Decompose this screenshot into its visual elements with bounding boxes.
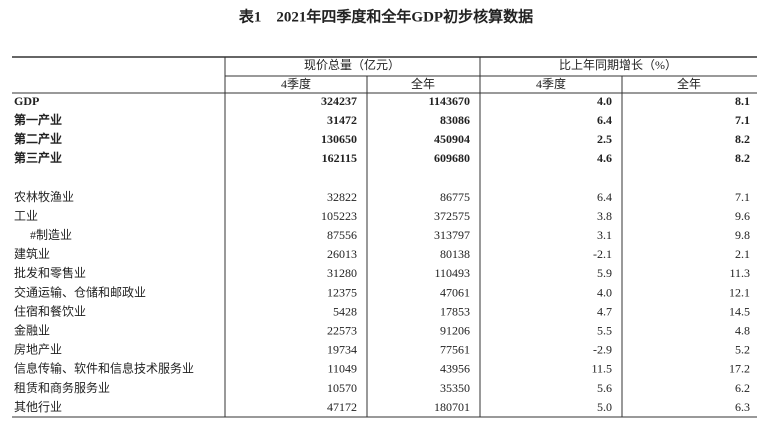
row-label: 第三产业 (14, 150, 62, 165)
cell: -2.1 (593, 247, 612, 261)
cell: 7.1 (735, 190, 750, 204)
group-header: 现价总量（亿元） (304, 57, 400, 72)
cell: 6.2 (735, 381, 750, 395)
cell: 5.0 (597, 400, 612, 414)
row-label: 工业 (14, 209, 38, 223)
cell: 10570 (327, 381, 357, 395)
cell: 43956 (440, 362, 470, 376)
cell: 5.9 (597, 266, 612, 280)
cell: -2.9 (593, 343, 612, 357)
cell: 1143670 (429, 94, 470, 108)
cell: 12.1 (729, 285, 750, 299)
row-label: 批发和零售业 (14, 265, 86, 280)
cell: 110493 (434, 266, 470, 280)
cell: 180701 (434, 400, 470, 414)
row-label: 建筑业 (14, 246, 50, 261)
cell: 372575 (434, 209, 470, 223)
cell: 31472 (327, 113, 357, 127)
cell: 5428 (333, 304, 357, 318)
cell: 86775 (440, 190, 470, 204)
cell: 11049 (327, 362, 357, 376)
cell: 19734 (327, 343, 357, 357)
row-label: 金融业 (14, 322, 50, 337)
cell: 105223 (321, 209, 357, 223)
cell: 17853 (440, 304, 470, 318)
column-header: 4季度 (536, 76, 566, 91)
title: 表1 2021年四季度和全年GDP初步核算数据 (239, 7, 533, 25)
cell: 6.4 (597, 190, 612, 204)
cell: 162115 (322, 151, 357, 165)
cell: 17.2 (729, 362, 750, 376)
cell: 8.2 (735, 151, 750, 165)
row-label: 房地产业 (14, 342, 62, 357)
row-label: 第二产业 (14, 131, 62, 146)
cell: 450904 (434, 132, 470, 146)
cell: 9.6 (735, 209, 750, 223)
cell: 80138 (440, 247, 470, 261)
cell: 87556 (327, 228, 357, 242)
cell: 130650 (321, 132, 357, 146)
row-label: 信息传输、软件和信息技术服务业 (14, 361, 194, 376)
cell: 77561 (440, 343, 470, 357)
cell: 4.0 (597, 285, 612, 299)
cell: 7.1 (735, 113, 750, 127)
row-label: 其他行业 (14, 400, 62, 414)
column-header: 全年 (677, 76, 701, 91)
cell: 11.5 (591, 362, 612, 376)
cell: 2.5 (597, 132, 612, 146)
cell: 4.8 (735, 323, 750, 337)
cell: 5.5 (597, 323, 612, 337)
row-label: 交通运输、仓储和邮政业 (14, 284, 146, 299)
row-label: 租赁和商务服务业 (14, 380, 110, 395)
row-label: GDP (14, 94, 39, 108)
cell: 31280 (327, 266, 357, 280)
cell: 9.8 (735, 228, 750, 242)
cell: 47061 (440, 285, 470, 299)
cell: 26013 (327, 247, 357, 261)
cell: 313797 (434, 228, 470, 242)
cell: 12375 (327, 285, 357, 299)
cell: 35350 (440, 381, 470, 395)
row-label: #制造业 (30, 228, 72, 242)
row-label: 农林牧渔业 (14, 190, 74, 204)
cell: 324237 (321, 94, 357, 108)
cell: 6.4 (597, 113, 612, 127)
cell: 91206 (440, 323, 470, 337)
cell: 47172 (327, 400, 357, 414)
cell: 3.8 (597, 209, 612, 223)
cell: 4.7 (597, 304, 612, 318)
cell: 3.1 (597, 228, 612, 242)
cell: 8.2 (735, 132, 750, 146)
cell: 4.6 (597, 151, 612, 165)
row-label: 住宿和餐饮业 (14, 303, 86, 318)
row-label: 第一产业 (14, 112, 62, 127)
cell: 5.2 (735, 343, 750, 357)
group-header: 比上年同期增长（%） (559, 58, 677, 72)
cell: 609680 (434, 151, 470, 165)
cell: 5.6 (597, 381, 612, 395)
cell: 2.1 (735, 247, 750, 261)
column-header: 4季度 (281, 76, 311, 91)
cell: 8.1 (735, 94, 750, 108)
cell: 4.0 (597, 94, 612, 108)
cell: 32822 (327, 190, 357, 204)
cell: 14.5 (729, 304, 750, 318)
cell: 22573 (327, 323, 357, 337)
cell: 6.3 (735, 400, 750, 414)
cell: 11.3 (729, 266, 750, 280)
cell: 83086 (440, 113, 470, 127)
column-header: 全年 (411, 76, 435, 91)
